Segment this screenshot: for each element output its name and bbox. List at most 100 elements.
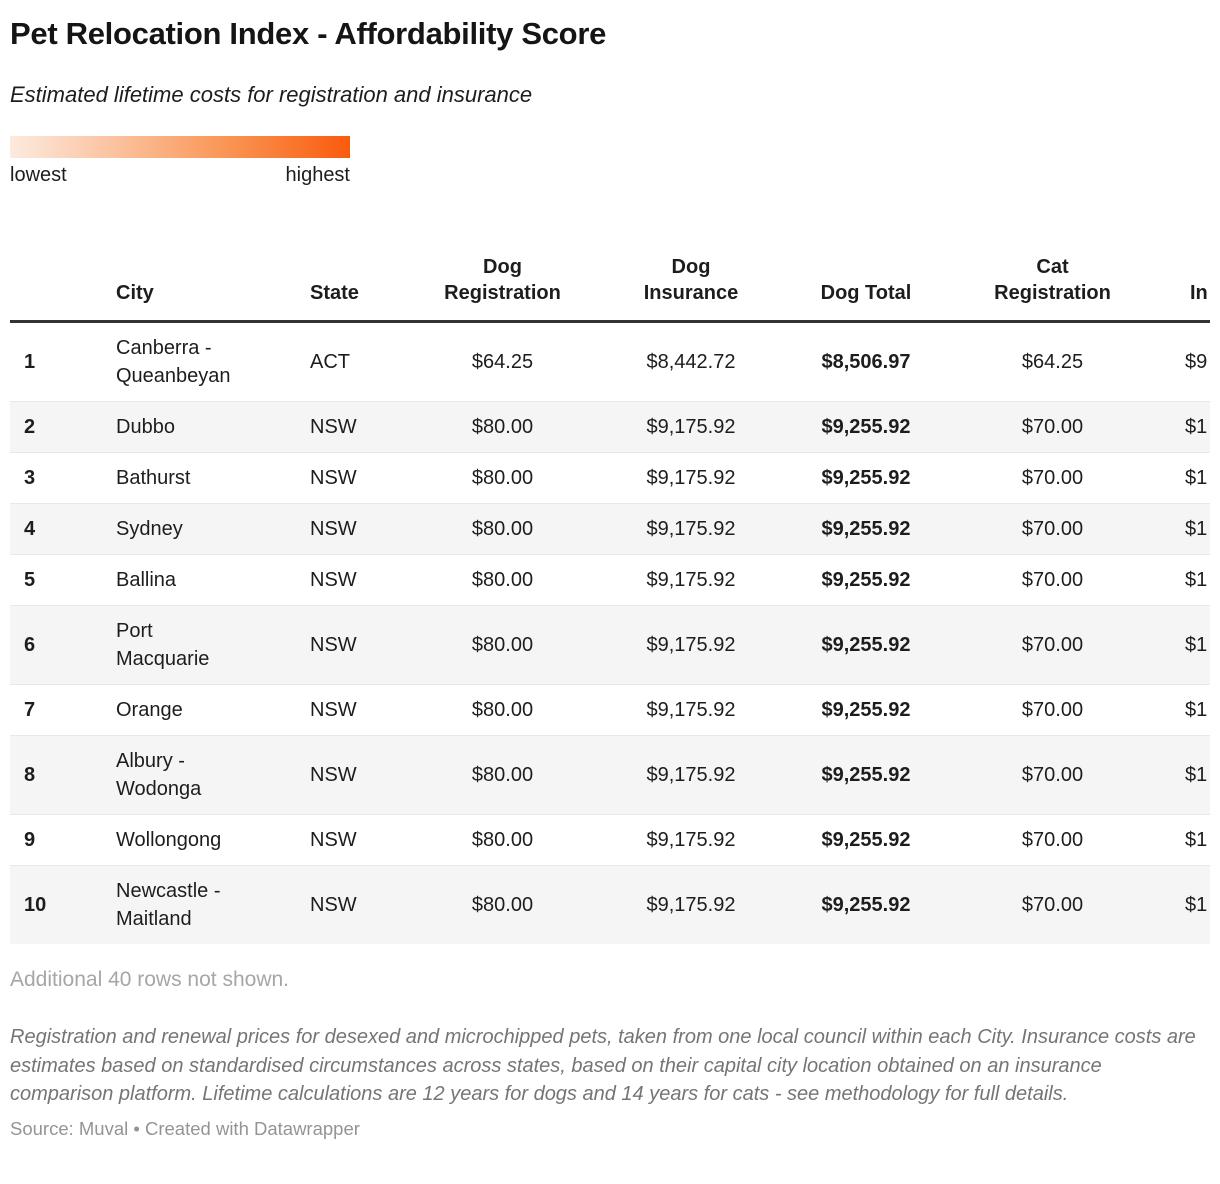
cell-dog_total: $9,255.92	[797, 554, 935, 606]
table-row: 8 Albury - Wodonga NSW $80.00 $9,175.92 $9,25…	[10, 735, 1210, 815]
cell-dog_insurance: $9,175.92	[585, 735, 797, 815]
column-header-dog-registration: Dog Registration	[420, 232, 585, 323]
cell-state: ACT	[310, 351, 350, 373]
table-row: 5 Ballina NSW $80.00 $9,175.92 $9,255.92 $70.0…	[10, 554, 1210, 606]
cell-state: NSW	[296, 401, 420, 453]
cell-cat_registration: $70.00	[935, 401, 1170, 453]
cell-state: NSW	[296, 503, 420, 555]
table-body: 1 Canberra - Queanbeyan ACT $64.25 $8,442.72…	[10, 322, 1210, 944]
table-row: 1 Canberra - Queanbeyan ACT $64.25 $8,442.72…	[10, 322, 1210, 402]
cell-city: Albury - Wodonga	[106, 735, 296, 815]
cell-state: NSW	[296, 865, 420, 944]
cell-dog_total: $9,255.92	[797, 684, 935, 736]
cell-rank: 5	[10, 554, 106, 606]
table-row: 7 Orange NSW $80.00 $9,175.92 $9,255.92 $70.00…	[10, 684, 1210, 736]
rows-not-shown-note: Additional 40 rows not shown.	[10, 968, 289, 991]
cell-city: Dubbo	[106, 401, 296, 453]
table-row: 10 Newcastle - Maitland NSW $80.00 $9,175.92…	[10, 865, 1210, 944]
cell-cat_insurance_clipped: $1	[1170, 452, 1210, 504]
cell-dog_insurance: $8,442.72	[646, 351, 736, 373]
cell-rank: 9	[10, 814, 106, 866]
cell-cat_registration: $70.00	[935, 503, 1170, 555]
cell-city: Ballina	[106, 554, 296, 606]
cell-city: Wollongong	[106, 814, 296, 866]
cell-cat_registration: $70.00	[935, 684, 1170, 736]
cell-state: NSW	[296, 684, 420, 736]
column-header-cat-insurance-clipped: In	[1170, 232, 1210, 323]
cell-dog_total: $9,255.92	[797, 865, 935, 944]
cell-city: Canberra - Queanbeyan	[116, 337, 231, 387]
table-row: 4 Sydney NSW $80.00 $9,175.92 $9,255.92 $70.00…	[10, 503, 1210, 555]
legend-labels: lowest highest	[10, 163, 350, 188]
table-header: City State Dog Registration Dog Insuranc…	[10, 232, 1210, 323]
cell-dog_insurance: $9,175.92	[585, 401, 797, 453]
column-header-dog-total: Dog Total	[797, 232, 935, 323]
cell-cat_insurance_clipped: $1	[1170, 554, 1210, 606]
column-header-cat-registration: Cat Registration	[935, 232, 1170, 323]
cell-cat_insurance_clipped: $1	[1170, 814, 1210, 866]
cell-state: NSW	[296, 452, 420, 504]
cell-rank: 8	[10, 735, 106, 815]
cell-dog_total: $9,255.92	[797, 401, 935, 453]
cell-cat_registration: $70.00	[935, 735, 1170, 815]
cell-dog_insurance: $9,175.92	[585, 554, 797, 606]
cell-cat_registration: $70.00	[935, 605, 1170, 685]
cell-rank: 10	[10, 865, 106, 944]
cell-dog_registration: $80.00	[420, 735, 585, 815]
column-header-rank	[10, 232, 106, 323]
table-row: 3 Bathurst NSW $80.00 $9,175.92 $9,255.92 $70.…	[10, 452, 1210, 504]
cell-dog_registration: $80.00	[420, 605, 585, 685]
cell-state: NSW	[296, 814, 420, 866]
cell-dog_registration: $80.00	[420, 554, 585, 606]
cell-dog_registration: $80.00	[420, 814, 585, 866]
cell-dog_registration: $64.25	[471, 351, 534, 373]
legend-label-highest: highest	[285, 164, 351, 186]
cell-city: Newcastle - Maitland	[106, 865, 296, 944]
cell-dog_insurance: $9,175.92	[585, 605, 797, 685]
cell-dog_total: $9,255.92	[797, 452, 935, 504]
legend-label-lowest: lowest	[10, 164, 67, 186]
color-scale-legend: lowest highest	[10, 136, 350, 188]
cell-dog_total: $8,506.97	[821, 351, 911, 373]
cell-dog_insurance: $9,175.92	[585, 814, 797, 866]
cell-rank: 3	[10, 452, 106, 504]
cell-city: Sydney	[106, 503, 296, 555]
table-viewport: City State Dog Registration Dog Insuranc…	[10, 232, 1210, 944]
cell-dog_total: $9,255.92	[797, 814, 935, 866]
cell-rank: 7	[10, 684, 106, 736]
cell-cat_insurance_clipped: $1	[1170, 503, 1210, 555]
cell-cat_registration: $70.00	[935, 814, 1170, 866]
cell-cat_insurance_clipped: $1	[1170, 684, 1210, 736]
column-header-city: City	[106, 232, 296, 323]
column-header-state: State	[296, 232, 420, 323]
cell-state: NSW	[296, 554, 420, 606]
table-row: 6 Port Macquarie NSW $80.00 $9,175.92 $9,255.…	[10, 605, 1210, 685]
cell-dog_insurance: $9,175.92	[585, 684, 797, 736]
cell-rank: 6	[10, 605, 106, 685]
footnote-text: Registration and renewal prices for dese…	[10, 1026, 1196, 1105]
cell-cat_insurance_clipped: $1	[1170, 605, 1210, 685]
cell-dog_registration: $80.00	[420, 503, 585, 555]
cell-city: Port Macquarie	[106, 605, 296, 685]
table-row: 9 Wollongong NSW $80.00 $9,175.92 $9,255.92 $7…	[10, 814, 1210, 866]
cell-dog_total: $9,255.92	[797, 605, 935, 685]
cell-cat_insurance_clipped: $1	[1170, 865, 1210, 944]
cell-dog_total: $9,255.92	[797, 503, 935, 555]
cell-cat_insurance_clipped: $1	[1170, 401, 1210, 453]
cell-rank: 2	[10, 401, 106, 453]
cell-state: NSW	[296, 735, 420, 815]
chart-container: Pet Relocation Index - Affordability Sco…	[10, 16, 1210, 1139]
table-header-row: City State Dog Registration Dog Insuranc…	[10, 232, 1210, 323]
cell-dog_insurance: $9,175.92	[585, 503, 797, 555]
column-header-dog-insurance: Dog Insurance	[585, 232, 797, 323]
table-row: 2 Dubbo NSW $80.00 $9,175.92 $9,255.92 $70.00 $…	[10, 401, 1210, 453]
cell-cat_registration: $70.00	[935, 452, 1170, 504]
data-table: City State Dog Registration Dog Insuranc…	[10, 232, 1210, 944]
page-subtitle: Estimated lifetime costs for registratio…	[10, 82, 533, 107]
cell-cat_registration: $64.25	[1021, 351, 1084, 373]
page-title: Pet Relocation Index - Affordability Sco…	[10, 16, 607, 51]
cell-city: Orange	[106, 684, 296, 736]
cell-cat_insurance_clipped: $1	[1170, 735, 1210, 815]
cell-dog_registration: $80.00	[420, 401, 585, 453]
cell-dog_insurance: $9,175.92	[585, 865, 797, 944]
